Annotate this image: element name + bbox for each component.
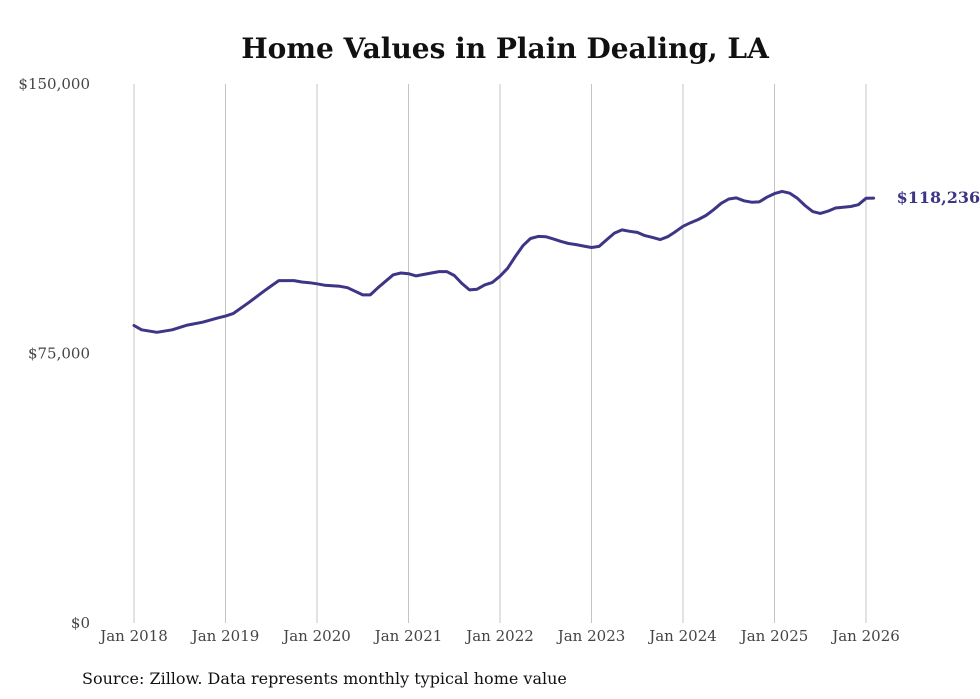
x-tick-label: Jan 2021	[373, 627, 443, 645]
x-tick-label: Jan 2026	[830, 627, 900, 645]
source-note: Source: Zillow. Data represents monthly …	[82, 669, 567, 688]
y-axis-ticks: $0 $75,000 $150,000	[18, 75, 90, 632]
series-layer: $118,236	[132, 188, 980, 334]
x-tick-label: Jan 2018	[98, 627, 168, 645]
x-tick-label: Jan 2024	[647, 627, 717, 645]
x-axis-ticks: Jan 2018 Jan 2019 Jan 2020 Jan 2021 Jan 2022…	[98, 627, 900, 645]
gridlines	[133, 84, 867, 623]
x-tick-label: Jan 2025	[739, 627, 809, 645]
x-tick-label: Jan 2019	[190, 627, 260, 645]
series-line-home-value	[132, 189, 876, 334]
y-tick-label: $75,000	[28, 345, 90, 363]
end-value-label: $118,236	[897, 188, 980, 207]
x-tick-label: Jan 2020	[281, 627, 351, 645]
y-tick-label: $150,000	[18, 75, 90, 93]
y-tick-label: $0	[71, 614, 90, 632]
chart-title: Home Values in Plain Dealing, LA	[241, 32, 770, 65]
x-tick-label: Jan 2023	[556, 627, 626, 645]
x-tick-label: Jan 2022	[464, 627, 534, 645]
